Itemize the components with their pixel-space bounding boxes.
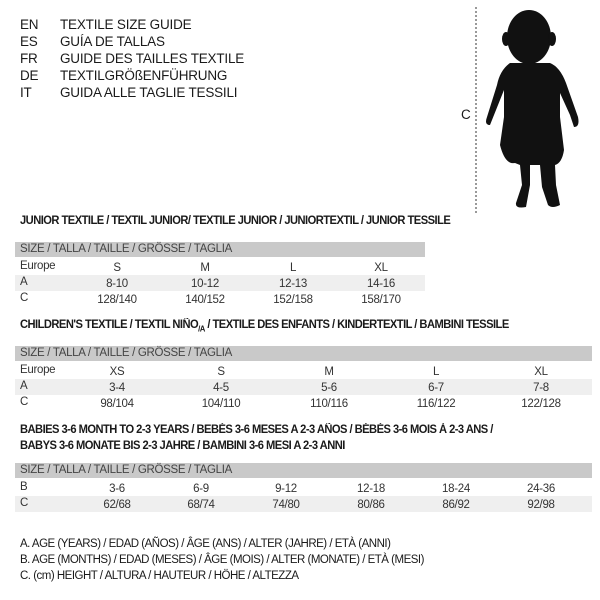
language-code: IT [20, 85, 32, 100]
language-code: ES [20, 34, 38, 49]
table-cell: 10-12 [191, 278, 219, 290]
babies-size-table: SIZE / TALLA / TAILLE / GRÖSSE / TAGLIA B… [15, 463, 592, 512]
table-row: C 128/140 140/152 152/158 158/170 [15, 291, 425, 307]
children-size-table: SIZE / TALLA / TAILLE / GRÖSSE / TAGLIA E… [15, 346, 592, 411]
children-title-main: CHILDREN'S TEXTILE / TEXTIL NIÑO [20, 319, 199, 331]
table-cell: S [217, 366, 225, 378]
table-cell: 18-24 [442, 483, 470, 495]
size-header: SIZE / TALLA / TAILLE / GRÖSSE / TAGLIA [20, 347, 233, 359]
table-cell: M [324, 366, 334, 378]
table-cell: 110/116 [310, 398, 348, 410]
table-cell: 104/110 [201, 398, 241, 410]
child-silhouette-figure [475, 7, 579, 213]
table-cell: 12-18 [357, 483, 385, 495]
table-cell: 4-5 [213, 382, 229, 394]
table-row: B 3-6 6-9 9-12 12-18 18-24 24-36 [15, 480, 592, 496]
table-cell: 3-6 [109, 483, 125, 495]
table-cell: 92/98 [527, 499, 555, 511]
children-title: CHILDREN'S TEXTILE / TEXTIL NIÑO/A / TEX… [20, 319, 509, 333]
table-cell: 8-10 [106, 278, 128, 290]
table-cell: L [289, 262, 297, 274]
junior-size-table: SIZE / TALLA / TAILLE / GRÖSSE / TAGLIA E… [15, 242, 425, 307]
table-row: A 8-10 10-12 12-13 14-16 [15, 275, 425, 291]
row-label: Europe [20, 364, 56, 376]
table-row: Europe S M L XL [15, 259, 425, 275]
table-cell: XL [374, 262, 388, 274]
table-cell: XS [109, 366, 125, 378]
table-row: C 98/104 104/110 110/116 116/122 122/128 [15, 395, 592, 411]
legend-line: A. AGE (YEARS) / EDAD (AÑOS) / ÂGE (ANS)… [20, 538, 391, 550]
table-cell: 5-6 [321, 382, 337, 394]
table-cell: 6-7 [428, 382, 444, 394]
language-title: TEXTILE SIZE GUIDE [60, 17, 192, 32]
size-header-row: SIZE / TALLA / TAILLE / GRÖSSE / TAGLIA [15, 346, 592, 361]
table-cell: 122/128 [521, 398, 561, 410]
table-cell: 14-16 [367, 278, 395, 290]
size-header-row: SIZE / TALLA / TAILLE / GRÖSSE / TAGLIA [15, 242, 425, 257]
table-row: Europe XS S M L XL [15, 363, 592, 379]
table-cell: 62/68 [103, 499, 131, 511]
table-cell: 6-9 [193, 483, 209, 495]
size-header-row: SIZE / TALLA / TAILLE / GRÖSSE / TAGLIA [15, 463, 592, 478]
table-cell: 116/122 [416, 398, 456, 410]
junior-title: JUNIOR TEXTILE / TEXTIL JUNIOR/ TEXTILE … [20, 215, 451, 227]
children-title-rest: / TEXTILE DES ENFANTS / KINDERTEXTIL / B… [204, 319, 509, 331]
row-label: C [20, 396, 29, 408]
table-cell: 7-8 [533, 382, 549, 394]
table-cell: 12-13 [279, 278, 307, 290]
legend-line: B. AGE (MONTHS) / EDAD (MESES) / ÂGE (MO… [20, 554, 424, 566]
table-cell: 98/104 [100, 398, 134, 410]
table-cell: M [200, 262, 210, 274]
row-label: Europe [20, 260, 56, 272]
row-label: A [20, 276, 28, 288]
row-label: B [20, 481, 28, 493]
table-cell: S [113, 262, 121, 274]
language-title: TEXTILGRÖßENFÜHRUNG [60, 68, 228, 83]
children-title-sub: /A [198, 324, 205, 334]
table-cell: 140/152 [185, 294, 225, 306]
table-cell: 24-36 [527, 483, 555, 495]
size-header: SIZE / TALLA / TAILLE / GRÖSSE / TAGLIA [20, 243, 233, 255]
language-title: GUÍA DE TALLAS [60, 34, 165, 49]
legend-line: C. (cm) HEIGHT / ALTURA / HAUTEUR / HÖHE… [20, 570, 299, 582]
table-cell: 9-12 [275, 483, 297, 495]
table-cell: 68/74 [187, 499, 215, 511]
table-row: A 3-4 4-5 5-6 6-7 7-8 [15, 379, 592, 395]
row-label: C [20, 292, 29, 304]
language-title: GUIDA ALLE TAGLIE TESSILI [60, 85, 238, 100]
table-cell: 74/80 [272, 499, 300, 511]
language-title: GUIDE DES TAILLES TEXTILE [60, 51, 245, 66]
babies-title-line2: BABYS 3-6 MONATE BIS 2-3 JAHRE / BAMBINI… [20, 440, 345, 452]
table-cell: 3-4 [109, 382, 125, 394]
babies-title-line1: BABIES 3-6 MONTH TO 2-3 YEARS / BEBÉS 3-… [20, 424, 493, 436]
table-cell: 128/140 [97, 294, 137, 306]
height-label: C [461, 107, 471, 122]
language-code: EN [20, 17, 39, 32]
size-header: SIZE / TALLA / TAILLE / GRÖSSE / TAGLIA [20, 464, 233, 476]
row-label: A [20, 380, 28, 392]
table-cell: XL [534, 366, 548, 378]
table-cell: 152/158 [273, 294, 313, 306]
table-cell: 158/170 [361, 294, 401, 306]
language-code: FR [20, 51, 38, 66]
row-label: C [20, 497, 29, 509]
table-row: C 62/68 68/74 74/80 80/86 86/92 92/98 [15, 496, 592, 512]
table-cell: 80/86 [357, 499, 385, 511]
language-code: DE [20, 68, 39, 83]
table-cell: L [432, 366, 440, 378]
table-cell: 86/92 [442, 499, 470, 511]
